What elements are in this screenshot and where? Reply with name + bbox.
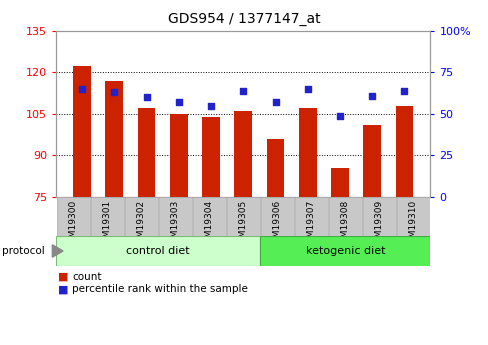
Text: ■: ■: [58, 272, 68, 282]
Polygon shape: [52, 245, 63, 257]
Text: GDS954 / 1377147_at: GDS954 / 1377147_at: [168, 12, 320, 26]
Bar: [170, 114, 187, 197]
Bar: [395, 106, 412, 197]
Point: [207, 103, 215, 108]
Bar: [226, 197, 259, 236]
Point: [175, 99, 183, 105]
Bar: [261, 197, 293, 236]
Text: ■: ■: [58, 285, 68, 294]
Bar: [234, 111, 252, 197]
Point: [142, 95, 150, 100]
Bar: [57, 197, 89, 236]
Bar: [138, 108, 155, 197]
Text: GSM19305: GSM19305: [238, 200, 247, 249]
Text: ketogenic diet: ketogenic diet: [305, 246, 384, 256]
Point: [367, 93, 375, 98]
Point: [271, 99, 279, 105]
Text: GSM19302: GSM19302: [137, 200, 145, 249]
Text: GSM19307: GSM19307: [306, 200, 315, 249]
Bar: [363, 125, 380, 197]
Text: control diet: control diet: [126, 246, 190, 256]
Bar: [124, 197, 157, 236]
Bar: [330, 168, 348, 197]
Bar: [396, 197, 429, 236]
Bar: [260, 236, 429, 266]
Point: [239, 88, 246, 93]
Text: percentile rank within the sample: percentile rank within the sample: [72, 285, 248, 294]
Text: GSM19308: GSM19308: [340, 200, 349, 249]
Point: [110, 90, 118, 95]
Text: GSM19301: GSM19301: [102, 200, 112, 249]
Text: GSM19309: GSM19309: [374, 200, 383, 249]
Bar: [193, 197, 225, 236]
Point: [78, 86, 86, 92]
Text: GSM19303: GSM19303: [170, 200, 180, 249]
Point: [400, 88, 407, 93]
Point: [303, 86, 311, 92]
Bar: [294, 197, 327, 236]
Bar: [56, 236, 260, 266]
Bar: [328, 197, 361, 236]
Bar: [298, 108, 316, 197]
Bar: [73, 66, 91, 197]
Text: GSM19304: GSM19304: [204, 200, 213, 249]
Bar: [266, 139, 284, 197]
Point: [335, 113, 343, 118]
Bar: [105, 81, 123, 197]
Bar: [159, 197, 191, 236]
Text: GSM19310: GSM19310: [408, 200, 417, 249]
Text: protocol: protocol: [2, 246, 45, 256]
Bar: [202, 117, 220, 197]
Text: GSM19300: GSM19300: [69, 200, 78, 249]
Bar: [362, 197, 395, 236]
Text: count: count: [72, 272, 102, 282]
Text: GSM19306: GSM19306: [272, 200, 281, 249]
Bar: [91, 197, 123, 236]
